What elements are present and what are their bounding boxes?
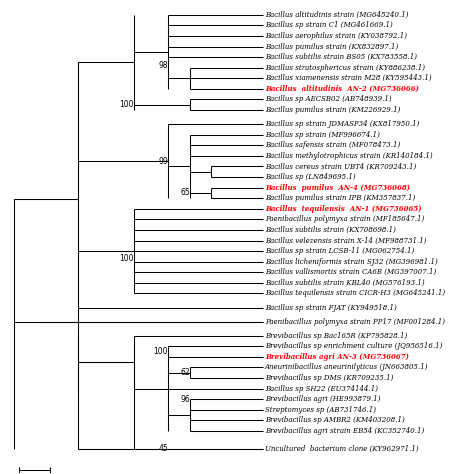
Text: Bacillus pumilus strain (KM226929.1): Bacillus pumilus strain (KM226929.1) [265, 106, 401, 114]
Text: Bacillus sp AECSB02 (AB748939.1): Bacillus sp AECSB02 (AB748939.1) [265, 95, 392, 103]
Text: Bacillus sp (LN849695.1): Bacillus sp (LN849695.1) [265, 173, 356, 181]
Text: Bacillus sp strain (MF996674.1): Bacillus sp strain (MF996674.1) [265, 131, 380, 139]
Text: Brevibacillus sp AMBR2 (KM403208.1): Brevibacillus sp AMBR2 (KM403208.1) [265, 416, 405, 424]
Text: Aneurinibacillus aneurinilyticus (JN663805.1): Aneurinibacillus aneurinilyticus (JN6638… [265, 364, 428, 372]
Text: Bacillus stratosphericus strain (KY886238.1): Bacillus stratosphericus strain (KY88623… [265, 64, 425, 72]
Text: 96: 96 [181, 395, 191, 404]
Text: Bacillus subtilis strain (KX708698.1): Bacillus subtilis strain (KX708698.1) [265, 226, 396, 234]
Text: Bacillus sp strain C1 (MG461669.1): Bacillus sp strain C1 (MG461669.1) [265, 21, 393, 29]
Text: 98: 98 [158, 62, 168, 71]
Text: Bacillus subtilis strain BS05 (KX783558.1): Bacillus subtilis strain BS05 (KX783558.… [265, 53, 417, 61]
Text: Bacillus sp strain FJAT (KY949518.1): Bacillus sp strain FJAT (KY949518.1) [265, 303, 397, 311]
Text: Bacillus vallismortis strain CA6B (MG397007.1): Bacillus vallismortis strain CA6B (MG397… [265, 268, 436, 276]
Text: Bacillus  pumilus  AN-4 (MG736068): Bacillus pumilus AN-4 (MG736068) [265, 183, 410, 191]
Text: Bacillus licheniformis strain SJ32 (MG396981.1): Bacillus licheniformis strain SJ32 (MG39… [265, 258, 438, 266]
Text: 99: 99 [158, 157, 168, 166]
Text: Bacillus velezensis strain X-14 (MF988731.1): Bacillus velezensis strain X-14 (MF98873… [265, 237, 427, 245]
Text: 100: 100 [119, 100, 134, 109]
Text: Paenibacillus polymyxa strain PP17 (MF001284.1): Paenibacillus polymyxa strain PP17 (MF00… [265, 318, 445, 326]
Text: Uncultured  bacterium clone (KY962971.1): Uncultured bacterium clone (KY962971.1) [265, 445, 419, 453]
Text: Bacillus sp strain JDMASP34 (KX817950.1): Bacillus sp strain JDMASP34 (KX817950.1) [265, 120, 419, 128]
Text: Bacillus sp SH22 (EU374144.1): Bacillus sp SH22 (EU374144.1) [265, 385, 378, 392]
Text: Paenibacillus polymyxa strain (MF185647.1): Paenibacillus polymyxa strain (MF185647.… [265, 215, 424, 223]
Text: Bacillus methylotrophicus strain (KR140184.1): Bacillus methylotrophicus strain (KR1401… [265, 152, 433, 160]
Text: Bacillus subtilis strain KBL40 (MG576193.1): Bacillus subtilis strain KBL40 (MG576193… [265, 279, 425, 287]
Text: Brevibacillus agri AN-3 (MG736067): Brevibacillus agri AN-3 (MG736067) [265, 353, 409, 361]
Text: 45: 45 [158, 444, 168, 453]
Text: Bacillus  tequilensis  AN-1 (MG736065): Bacillus tequilensis AN-1 (MG736065) [265, 205, 422, 213]
Text: Bacillus xiamenensis strain M28 (KY595443.1): Bacillus xiamenensis strain M28 (KY59544… [265, 74, 432, 82]
Text: Streptomyces sp (AB731746.1): Streptomyces sp (AB731746.1) [265, 406, 376, 414]
Text: Bacillus safensis strain (MF078473.1): Bacillus safensis strain (MF078473.1) [265, 141, 400, 149]
Text: Bacillus pumilus strain (KX832897.1): Bacillus pumilus strain (KX832897.1) [265, 43, 398, 51]
Text: Bacillus tequilensis strain CICR-H3 (MG645241.1): Bacillus tequilensis strain CICR-H3 (MG6… [265, 290, 445, 297]
Text: Brevibacillus agri strain EB54 (KC352740.1): Brevibacillus agri strain EB54 (KC352740… [265, 427, 424, 435]
Text: 65: 65 [181, 188, 191, 197]
Text: Brevibacillus agri (HE993879.1): Brevibacillus agri (HE993879.1) [265, 395, 381, 403]
Text: Bacillus altitudinis strain (MG645240.1): Bacillus altitudinis strain (MG645240.1) [265, 11, 409, 19]
Text: Brevibacillus sp enrichment culture (JQ956516.1): Brevibacillus sp enrichment culture (JQ9… [265, 342, 442, 350]
Text: Bacillus sp strain LCSB-11 (MG062754.1): Bacillus sp strain LCSB-11 (MG062754.1) [265, 247, 414, 255]
Text: 100: 100 [119, 254, 134, 263]
Text: Brevibacillus sp Bac165R (KP795828.1): Brevibacillus sp Bac165R (KP795828.1) [265, 332, 407, 340]
Text: 62: 62 [181, 368, 191, 377]
Text: Bacillus  altitudinis  AN-2 (MG736066): Bacillus altitudinis AN-2 (MG736066) [265, 85, 419, 93]
Text: Bacillus aerophilus strain (KY038792.1): Bacillus aerophilus strain (KY038792.1) [265, 32, 407, 40]
Text: Brevibacillus sp DMS (KR709235.1): Brevibacillus sp DMS (KR709235.1) [265, 374, 393, 382]
Text: 100: 100 [154, 347, 168, 356]
Text: Bacillus cereus strain UBT4 (KR709243.1): Bacillus cereus strain UBT4 (KR709243.1) [265, 163, 416, 171]
Text: Bacillus pumilus strain IPB (KM357837.1): Bacillus pumilus strain IPB (KM357837.1) [265, 194, 415, 202]
